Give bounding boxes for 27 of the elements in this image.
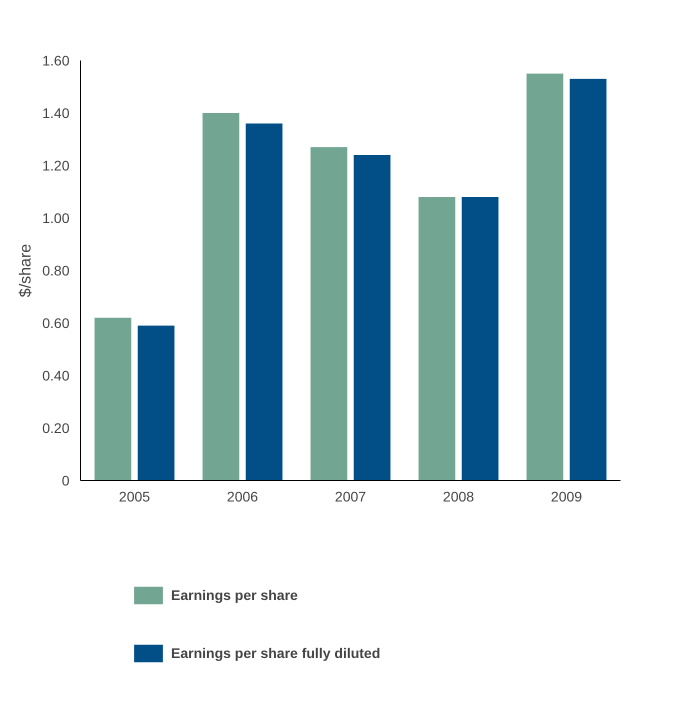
y-tick-label: 0.20 xyxy=(42,420,70,436)
y-tick-label: 1.20 xyxy=(42,158,70,174)
bar xyxy=(570,78,606,480)
legend-label: Earnings per share xyxy=(171,587,298,603)
bar xyxy=(418,197,456,480)
bar xyxy=(94,318,132,480)
y-tick-label: 0 xyxy=(62,472,70,488)
x-tick-label: 2006 xyxy=(226,488,258,504)
y-tick-label: 1.00 xyxy=(42,210,70,226)
x-tick-label: 2009 xyxy=(550,488,582,504)
y-tick-label: 0.60 xyxy=(42,315,70,331)
y-axis-title: $/share xyxy=(17,244,34,298)
bar xyxy=(462,197,498,480)
x-tick-label: 2007 xyxy=(334,488,366,504)
y-tick-label: 1.40 xyxy=(42,105,70,121)
y-tick-label: 0.80 xyxy=(42,262,70,278)
bar xyxy=(246,124,282,480)
y-tick-label: 0.40 xyxy=(42,368,70,384)
y-tick-label: 1.60 xyxy=(42,52,70,68)
bar xyxy=(526,74,564,480)
legend-label: Earnings per share fully diluted xyxy=(171,645,380,661)
x-tick-label: 2005 xyxy=(118,488,150,504)
x-tick-label: 2008 xyxy=(442,488,474,504)
bar xyxy=(310,147,348,480)
bar xyxy=(354,155,390,480)
bar xyxy=(202,113,240,480)
bar xyxy=(138,326,174,480)
